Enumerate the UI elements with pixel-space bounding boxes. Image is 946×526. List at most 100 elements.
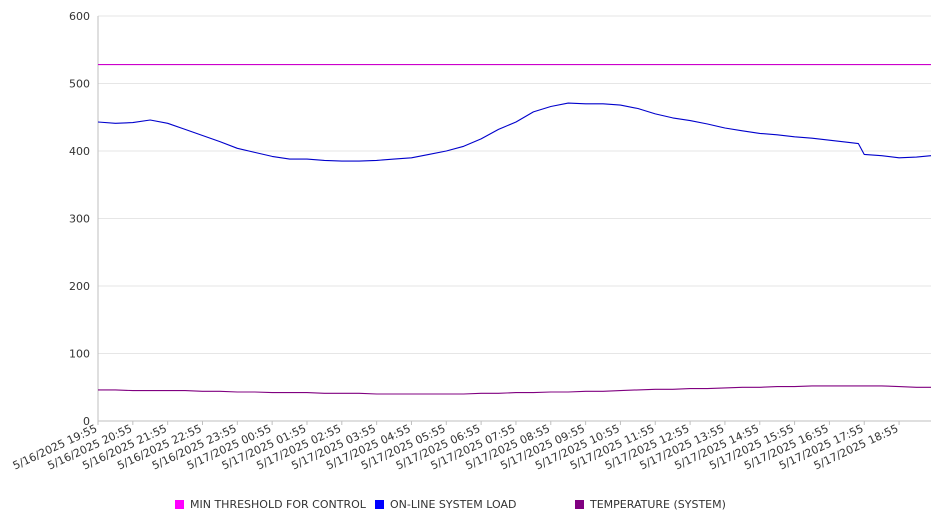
series-2-point-21: [463, 393, 464, 394]
series-2-point-11: [289, 392, 290, 393]
series-0-point-5: [185, 64, 186, 65]
series-0-point-13: [324, 64, 325, 65]
series-1-point-41: [811, 138, 812, 139]
series-2-point-28: [585, 391, 586, 392]
legend: MIN THRESHOLD FOR CONTROL ON-LINE SYSTEM…: [0, 498, 946, 514]
y-tick-label-600: 600: [69, 10, 90, 23]
series-2-point-44: [858, 385, 859, 386]
series-1-point-43: [846, 142, 847, 143]
y-tick-label-300: 300: [69, 213, 90, 226]
series-2-point-29: [602, 391, 603, 392]
x-axis-ticks: 5/16/2025 19:555/16/2025 20:555/16/2025 …: [11, 421, 900, 472]
series-2-point-41: [811, 385, 812, 386]
series-1-point-34: [690, 120, 691, 121]
series-0-point-32: [655, 64, 656, 65]
series-2-point-34: [690, 388, 691, 389]
series-1-point-33: [672, 117, 673, 118]
series-2-point-22: [481, 393, 482, 394]
legend-label-system-load: ON-LINE SYSTEM LOAD: [390, 498, 517, 511]
series-2-point-46: [881, 385, 882, 386]
y-tick-label-0: 0: [83, 415, 90, 428]
series-2-point-3: [150, 390, 151, 391]
series-2-point-36: [724, 387, 725, 388]
series-0-point-18: [411, 64, 412, 65]
series-2-point-49: [930, 387, 931, 388]
series-0-point-41: [811, 64, 812, 65]
series-1-point-40: [794, 136, 795, 137]
series-1-point-18: [411, 157, 412, 158]
legend-item-min-threshold: MIN THRESHOLD FOR CONTROL: [175, 498, 366, 511]
legend-label-min-threshold: MIN THRESHOLD FOR CONTROL: [190, 498, 366, 511]
series-2-point-45: [864, 385, 865, 386]
series-0-point-33: [672, 64, 673, 65]
series-0-point-40: [794, 64, 795, 65]
series-1-point-6: [202, 135, 203, 136]
series-2-point-32: [655, 389, 656, 390]
series-0-point-30: [620, 64, 621, 65]
grid-lines: [98, 15, 931, 422]
series-2-point-42: [829, 385, 830, 386]
series-1-point-37: [742, 130, 743, 131]
y-tick-label-100: 100: [69, 348, 90, 361]
series-2-point-13: [324, 393, 325, 394]
legend-label-temperature: TEMPERATURE (SYSTEM): [590, 498, 726, 511]
series-0-point-48: [916, 64, 917, 65]
series-1-point-23: [498, 129, 499, 130]
series-1-point-11: [289, 159, 290, 160]
series-2-point-15: [359, 393, 360, 394]
series-0-point-22: [481, 64, 482, 65]
series-0-point-3: [150, 64, 151, 65]
series-1-point-29: [602, 103, 603, 104]
series-1-point-9: [254, 152, 255, 153]
series-1-point-38: [759, 133, 760, 134]
series-1-point-31: [637, 108, 638, 109]
series-2-point-47: [899, 386, 900, 387]
series-0-point-38: [759, 64, 760, 65]
series-2-point-6: [202, 391, 203, 392]
series-2-point-9: [254, 391, 255, 392]
series-0-point-6: [202, 64, 203, 65]
series-1-point-48: [916, 157, 917, 158]
series-2-point-2: [132, 390, 133, 391]
series-2-point-12: [306, 392, 307, 393]
series-2-point-14: [341, 393, 342, 394]
series-1-point-26: [550, 106, 551, 107]
series-0-point-46: [881, 64, 882, 65]
series-0-point-23: [498, 64, 499, 65]
series-2-point-1: [115, 389, 116, 390]
series-1-point-4: [167, 123, 168, 124]
series-1-point-27: [568, 103, 569, 104]
series-1-point-12: [306, 159, 307, 160]
series-0-point-0: [97, 64, 98, 65]
series-1-point-35: [707, 123, 708, 124]
series-1-point-25: [533, 111, 534, 112]
series-1-point-30: [620, 105, 621, 106]
series-0-point-27: [568, 64, 569, 65]
series-1-point-17: [393, 159, 394, 160]
series-2-point-8: [237, 391, 238, 392]
series-0-point-11: [289, 64, 290, 65]
series-1-point-15: [359, 161, 360, 162]
series-2-point-24: [515, 392, 516, 393]
series-1-point-42: [829, 140, 830, 141]
series-2-point-23: [498, 393, 499, 394]
series-2-point-10: [272, 392, 273, 393]
series-0-point-35: [707, 64, 708, 65]
series-1-point-21: [463, 146, 464, 147]
series-0-point-17: [393, 64, 394, 65]
series-0-point-21: [463, 64, 464, 65]
series-1-point-24: [515, 121, 516, 122]
axes: [97, 16, 931, 422]
y-axis-ticks: 0 100 200 300 400 500 600: [69, 10, 90, 428]
series-0-point-39: [777, 64, 778, 65]
series-0-point-4: [167, 64, 168, 65]
series-2-point-48: [916, 387, 917, 388]
series-2-point-0: [97, 389, 98, 390]
series-1-point-28: [585, 103, 586, 104]
series-1-point-22: [481, 138, 482, 139]
series-1-point-1: [115, 123, 116, 124]
series-2-point-19: [428, 393, 429, 394]
series-0-point-7: [219, 64, 220, 65]
series-0-point-8: [237, 64, 238, 65]
series-1-point-20: [446, 150, 447, 151]
